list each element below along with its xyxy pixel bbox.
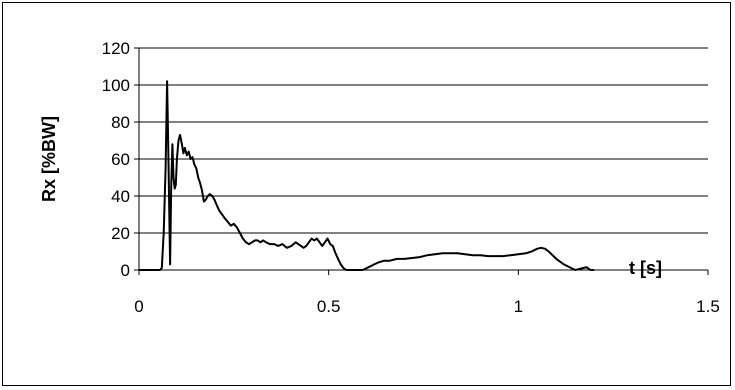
x-tick-label: 1 [514, 297, 523, 316]
y-tick-label: 0 [121, 261, 130, 280]
chart-frame [2, 2, 731, 386]
x-tick-label: 1.5 [696, 297, 720, 316]
x-tick-label: 0 [134, 297, 143, 316]
grid-lines [139, 47, 708, 234]
x-tick-labels: 0 0.5 1 1.5 [134, 297, 720, 316]
x-tick-label: 0.5 [317, 297, 341, 316]
x-axis-label: t [s] [629, 258, 662, 278]
y-tick-label: 80 [111, 113, 130, 132]
y-axis-label: Rx [%BW] [39, 116, 59, 202]
y-tick-label: 120 [102, 39, 130, 58]
y-tick-labels: 0 20 40 60 80 100 120 [102, 39, 130, 280]
axes [134, 47, 709, 275]
y-tick-label: 20 [111, 224, 130, 243]
y-tick-label: 100 [102, 76, 130, 95]
y-tick-label: 60 [111, 150, 130, 169]
series-line [139, 80, 595, 271]
y-tick-label: 40 [111, 187, 130, 206]
